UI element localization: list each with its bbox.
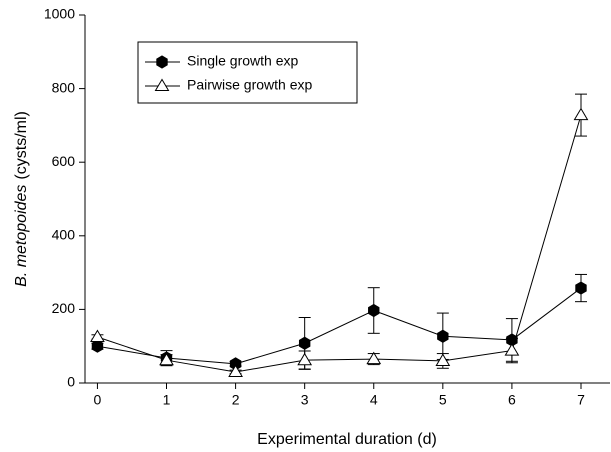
marker: [228, 364, 243, 378]
y-tick-label: 400: [52, 227, 76, 243]
x-tick-label: 1: [163, 392, 171, 408]
legend-marker: [156, 55, 168, 69]
y-tick-label: 600: [52, 153, 76, 169]
series-line: [97, 114, 582, 373]
x-tick-label: 2: [232, 392, 240, 408]
marker: [435, 353, 451, 366]
marker: [504, 343, 520, 356]
marker: [159, 352, 174, 366]
x-tick-label: 5: [439, 392, 447, 408]
series-line: [97, 287, 582, 365]
y-axis-title-italic: B. metopoides: [13, 185, 30, 287]
marker: [297, 352, 313, 366]
y-tick-label: 1000: [44, 6, 75, 22]
marker: [90, 329, 105, 343]
legend-label: Pairwise growth exp: [187, 77, 312, 93]
marker: [366, 351, 382, 365]
x-tick-label: 0: [94, 392, 102, 408]
y-axis-title: B. metopoides (cysts/ml): [13, 111, 30, 287]
y-axis-title-rest: (cysts/ml): [13, 111, 30, 179]
x-tick-label: 4: [370, 392, 378, 408]
marker: [368, 303, 380, 318]
legend-marker: [154, 78, 170, 92]
marker: [573, 107, 589, 121]
x-tick-label: 7: [577, 392, 585, 408]
x-tick-label: 3: [301, 392, 309, 408]
y-tick-label: 200: [52, 300, 76, 316]
y-tick-label: 800: [52, 79, 76, 95]
marker: [575, 281, 587, 295]
x-tick-label: 6: [508, 392, 516, 408]
legend-box: [137, 41, 358, 104]
legend-label: Single growth exp: [187, 53, 299, 69]
x-axis-title: Experimental duration (d): [257, 431, 437, 448]
marker: [298, 336, 311, 350]
marker: [91, 339, 104, 353]
y-tick-label: 0: [67, 374, 75, 390]
marker: [437, 329, 449, 343]
